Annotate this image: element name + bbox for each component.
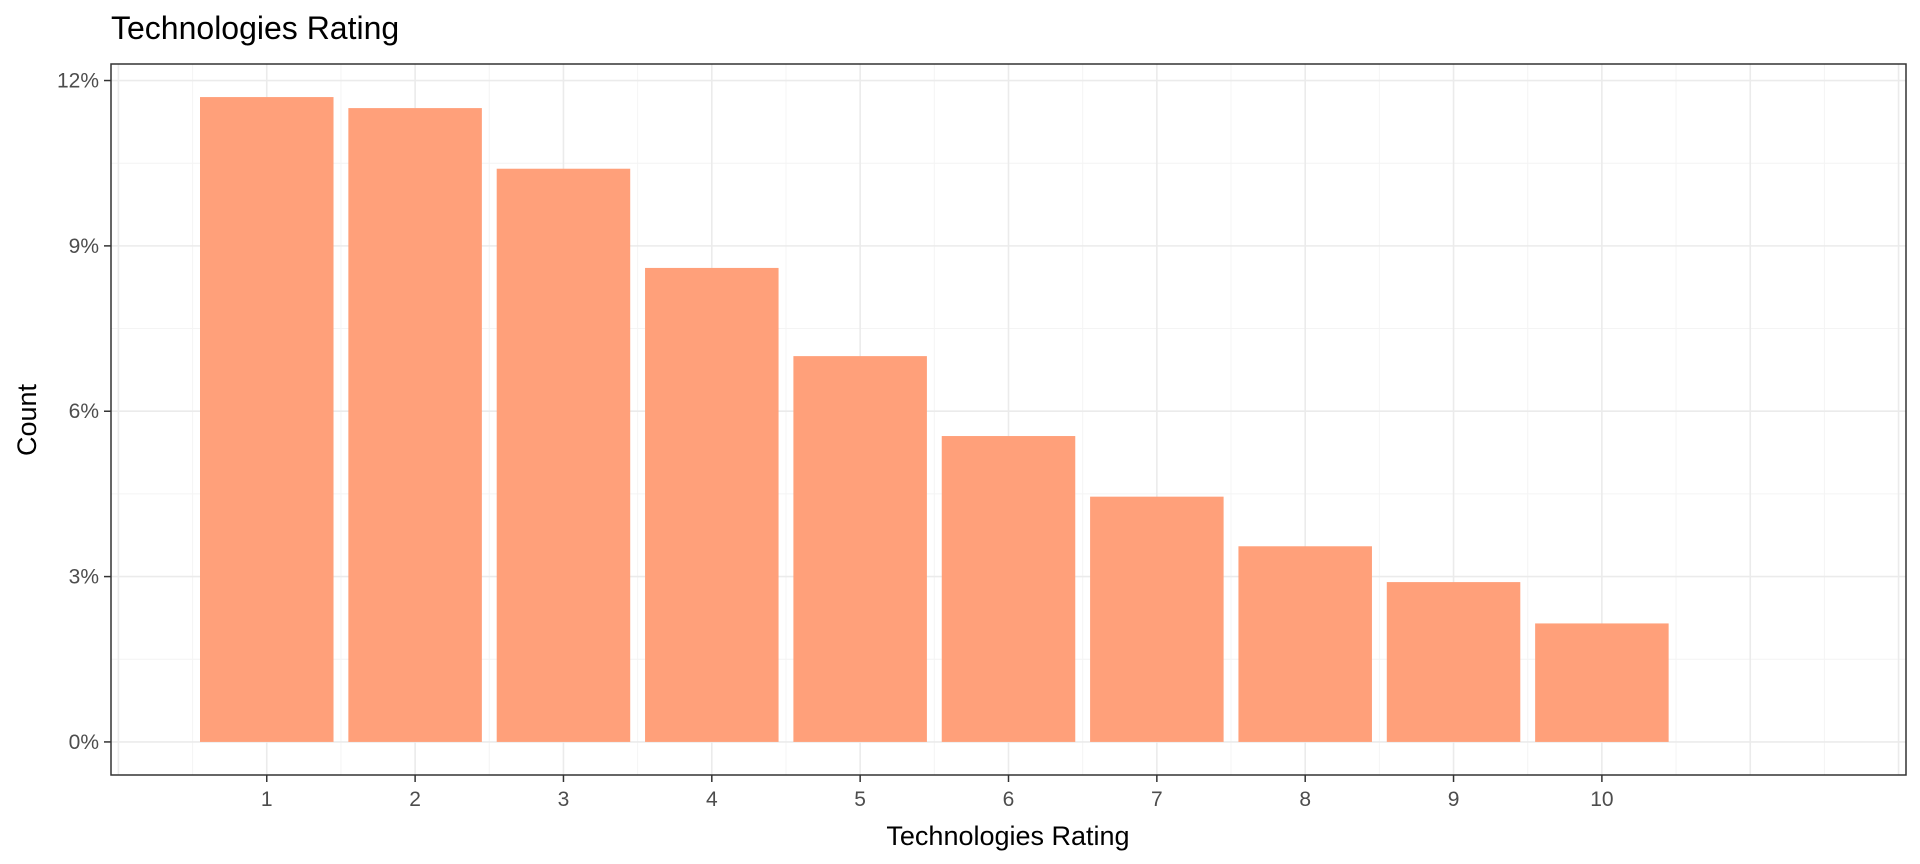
y-tick-label: 3% [69,566,99,589]
bar-2 [348,108,482,742]
x-tick-label: 7 [1151,788,1163,811]
x-tick-label: 5 [854,788,866,811]
bar-3 [496,168,631,742]
y-tick-label: 12% [57,70,99,93]
x-tick-label: 8 [1299,788,1311,811]
x-tick-label: 2 [409,788,421,811]
x-axis-ticks: 1 2 3 4 5 6 7 8 9 10 [261,775,1614,811]
x-tick-label: 9 [1448,788,1460,811]
y-tick-label: 6% [69,400,99,423]
y-axis-title: Count [12,383,42,456]
x-tick-label: 3 [558,788,570,811]
x-tick-label: 10 [1590,788,1613,811]
bar-8 [1238,546,1372,742]
bar-4 [645,267,779,742]
y-tick-label: 9% [69,235,99,258]
x-axis-title: Technologies Rating [886,821,1129,851]
y-axis-ticks: 0% 3% 6% 9% 12% [57,70,111,754]
chart-title: Technologies Rating [111,10,400,46]
bar-9 [1386,582,1521,742]
x-tick-label: 6 [1003,788,1015,811]
x-tick-label: 4 [706,788,718,811]
y-tick-label: 0% [69,731,99,754]
bar-6 [941,436,1076,742]
bars [200,97,1669,742]
bar-7 [1090,496,1224,742]
bar-5 [793,356,927,742]
bar-1 [200,97,334,742]
x-tick-label: 1 [261,788,273,811]
bar-10 [1535,623,1669,742]
